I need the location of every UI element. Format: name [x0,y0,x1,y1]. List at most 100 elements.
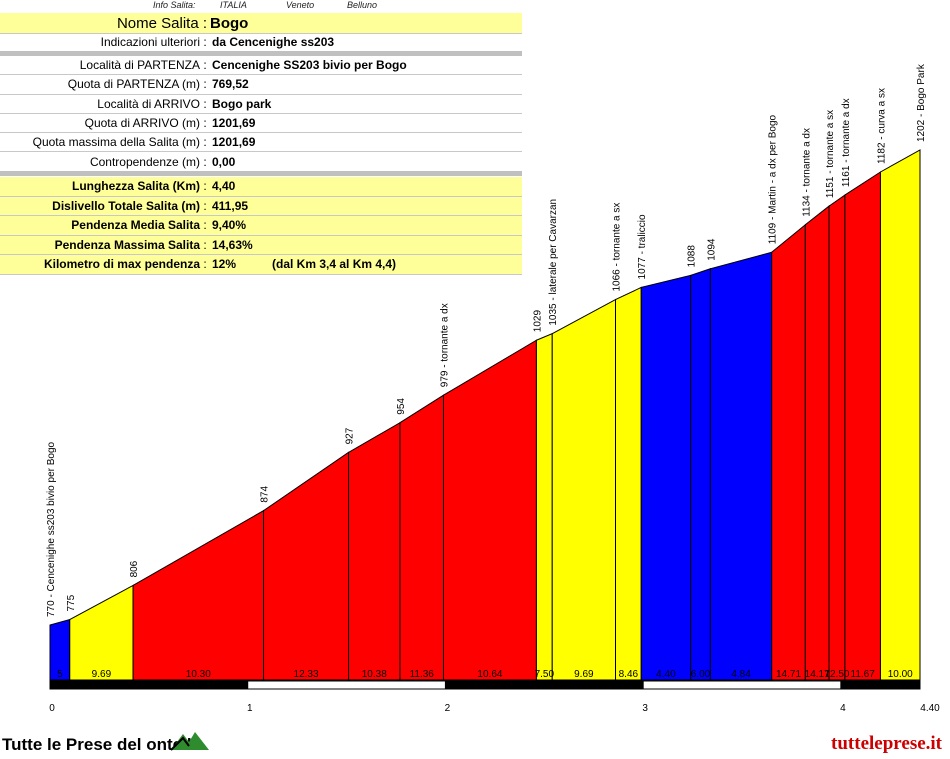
info-row-label: Quota di PARTENZA (m) [67,77,200,92]
segment-grade-label: 11.67 [851,669,876,680]
info-row-value: 14,63% [212,237,253,252]
footer-brand: Tutte le Prese del ontello [2,735,202,755]
info-row-label: Dislivello Totale Salita (m) [52,198,200,213]
segment-grade-label: 7.50 [535,669,555,680]
elevation-point-label: 1094 [706,238,717,261]
segment-grade-label: 4.84 [731,669,751,680]
segment-grade-label: 11.36 [410,669,435,680]
profile-segment [844,171,881,681]
profile-segment [771,223,806,681]
x-tick-label: 3 [642,703,648,714]
colon: : [203,96,207,111]
mountain-logo-icon [170,732,209,751]
x-tick-label: 1 [247,703,253,714]
footer-website[interactable]: tutteleprese.it [831,733,942,754]
info-row-label: Indicazioni ulteriori [100,35,200,49]
info-row: Quota di PARTENZA (m):769,52 [0,75,522,95]
km-scale-band [444,680,644,690]
profile-segment [348,421,401,681]
info-row: Località di PARTENZA: Cencenighe SS203 bi… [0,56,522,76]
info-row-value: 0,00 [212,154,236,169]
elevation-point-label: 770 - Cencenighe ss203 bivio per Bogo [46,441,57,617]
elevation-point-label: 954 [396,398,407,415]
elevation-point-label: 1151 - tornante a sx [825,110,836,198]
divider [0,51,522,56]
segment-grade-label: 10.00 [888,669,913,680]
climb-name-label: Nome Salita : [116,14,207,32]
profile-segment [804,205,830,681]
profile-segment [709,251,773,681]
elevation-point-label: 874 [260,486,271,503]
info-row-value: 1201,69 [212,135,256,150]
colon: : [203,198,207,213]
segment-grade-label: 5 [57,669,63,680]
info-row: Quota di ARRIVO (m):1201,69 [0,114,522,134]
colon: : [203,179,207,194]
x-tick-label: 4 [840,703,846,714]
info-row: Pendenza Massima Salita:14,63% [0,235,522,255]
info-label: Info Salita: [153,0,196,10]
elevation-point-label: 1109 - Martin - a dx per Bogo [768,114,779,244]
colon: : [203,257,207,272]
x-tick-label: 4.40 [920,703,940,714]
elevation-point-label: 1182 - curva a sx [876,88,887,164]
info-row-value: 12% [212,257,237,272]
colon: : [203,135,207,150]
info-row-label: Località di PARTENZA [79,58,200,73]
profile-segment [640,274,692,681]
climb-name-row: Nome Salita : Bogo [0,13,522,34]
segment-grade-label: 10.64 [477,669,502,680]
segment-grade-label: 6.00 [691,669,711,680]
info-row-value: Cencenighe SS203 bivio per Bogo [212,58,407,73]
footer-brand-text: Tutte le Prese del ontello [2,735,202,754]
segment-grade-label: 10.30 [186,669,211,680]
colon: : [203,116,207,131]
profile-segment [879,149,921,681]
colon: : [203,218,207,233]
elevation-point-label: 806 [129,560,140,577]
profile-segment [690,268,711,681]
info-row-value: Bogo park [212,96,272,111]
profile-segment [615,286,642,681]
elevation-point-label: 1088 [687,245,698,268]
info-row-value: 4,40 [212,179,236,194]
segment-grade-label: 8.46 [619,669,639,680]
info-row: Kilometro di max pendenza:12% (dal Km 3,4… [0,255,522,275]
divider [0,171,522,176]
elevation-point-label: 927 [345,427,356,444]
info-row-label: Lunghezza Salita (Km) [71,179,200,194]
info-row-label: Località di ARRIVO [97,96,200,111]
segment-grade-label: 12.50 [824,669,849,680]
elevation-point-label: 775 [66,594,77,611]
elevation-point-label: 1035 - laterale per Cavarzan [548,199,559,326]
info-row-value: 769,52 [212,77,249,92]
info-row: Località di ARRIVO: Bogo park [0,95,522,114]
info-row-label: Kilometro di max pendenza [43,257,200,272]
colon: : [203,58,207,73]
colon: : [203,237,207,252]
info-row-value: 1201,69 [212,116,256,131]
km-scale-band [840,680,921,690]
segment-grade-label: 4.40 [656,669,676,680]
profile-segment [551,298,616,681]
segment-grade-label: 9.69 [574,669,594,680]
profile-segment [132,509,265,681]
elevation-point-label: 1066 - tornante a sx [612,203,623,292]
profile-segment [399,394,444,681]
info-row-label: Quota di ARRIVO (m) [84,116,200,131]
segment-grade-label: 14.71 [776,669,801,680]
elevation-point-label: 1161 - tornante a dx [841,98,852,187]
colon: : [203,77,207,92]
profile-segment [263,451,350,681]
segment-grade-label: 10.38 [362,669,387,680]
segment-grade-label: 14.17 [805,669,830,680]
elevation-point-label: 979 - tornante a dx [439,303,450,387]
km-scale-band [642,680,842,690]
info-row-label: Quota massima della Salita (m) [32,135,200,150]
province: Belluno [347,0,378,10]
profile-segment [442,339,537,681]
elevation-point-label: 1077 - traliccio [637,214,648,279]
info-row-label: Contropendenze (m) [89,154,200,169]
info-row-value: 9,40% [212,218,247,233]
